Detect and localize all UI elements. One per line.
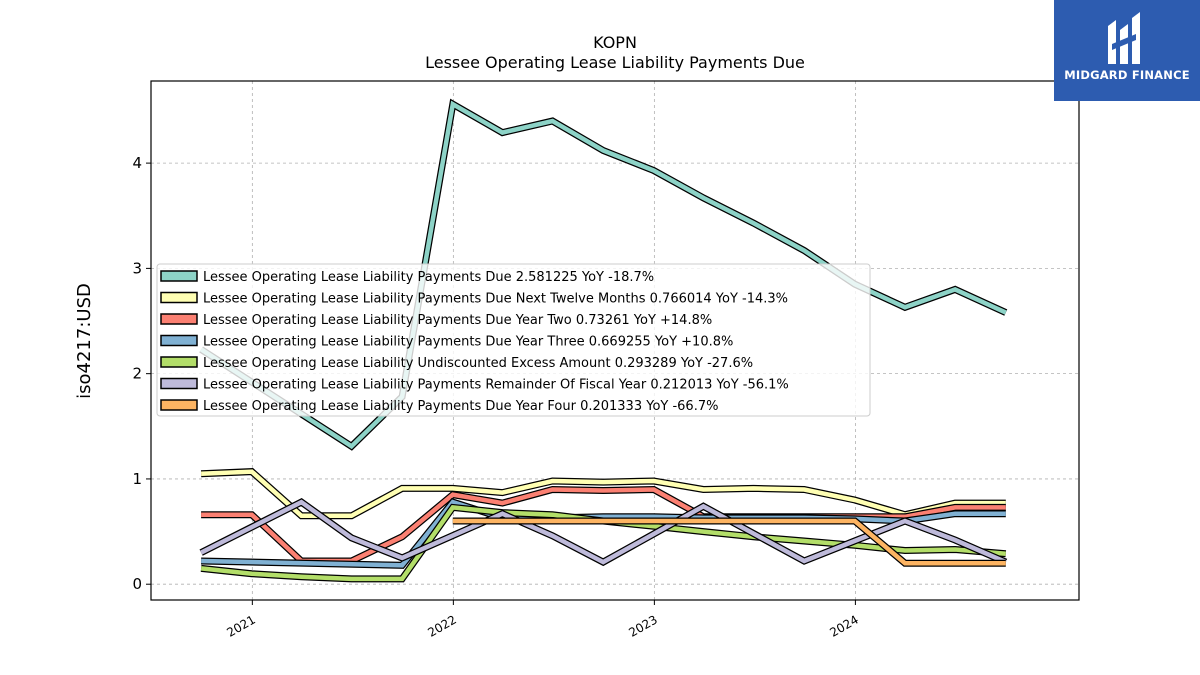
legend-swatch-1 [160,270,198,282]
legend-entry-6: Lessee Operating Lease Liability Payment… [203,378,789,393]
series-line-2 [201,469,1006,519]
series-line-6 [200,499,1007,565]
x-axis: 2021 2022 2023 2024 [224,600,861,640]
y-axis-label: iso4217:USD [74,283,95,399]
brand-logo: MIDGARD FINANCE [1054,0,1200,101]
y-tick-label: 0 [132,575,142,593]
y-tick-label: 4 [132,154,142,172]
legend-entry-7: Lessee Operating Lease Liability Payment… [203,399,718,414]
chart-subtitle: Lessee Operating Lease Liability Payment… [425,53,805,72]
legend-swatch-5 [160,356,198,368]
legend-swatch-7 [160,399,198,411]
x-tick-label: 2022 [425,612,458,639]
plot-frame [150,80,1080,601]
legend-swatch-6 [160,377,198,390]
legend-entry-5: Lessee Operating Lease Liability Undisco… [203,356,753,371]
legend-swatch-4 [160,334,198,347]
legend: Lessee Operating Lease Liability Payment… [156,263,871,417]
chart-title: KOPN [593,33,637,52]
y-axis: 0 1 2 3 4 [132,154,151,593]
legend-entry-4: Lessee Operating Lease Liability Payment… [203,335,733,350]
y-tick-label: 1 [132,470,142,488]
legend-swatch-2 [160,291,198,304]
legend-entry-3: Lessee Operating Lease Liability Payment… [203,313,712,328]
y-tick-label: 2 [132,365,142,383]
y-tick-label: 3 [132,259,142,277]
x-tick-label: 2024 [827,612,860,639]
series-line-7 [452,518,1006,566]
brand-name: MIDGARD FINANCE [1064,68,1190,82]
legend-swatch-3 [160,313,198,325]
legend-box [156,263,871,417]
legend-entry-2: Lessee Operating Lease Liability Payment… [203,292,788,307]
x-tick-label: 2023 [626,612,659,639]
legend-entry-1: Lessee Operating Lease Liability Payment… [203,270,654,285]
midgard-logo-icon [1108,12,1140,64]
x-tick-label: 2021 [224,612,257,639]
series-layer [199,98,1008,583]
